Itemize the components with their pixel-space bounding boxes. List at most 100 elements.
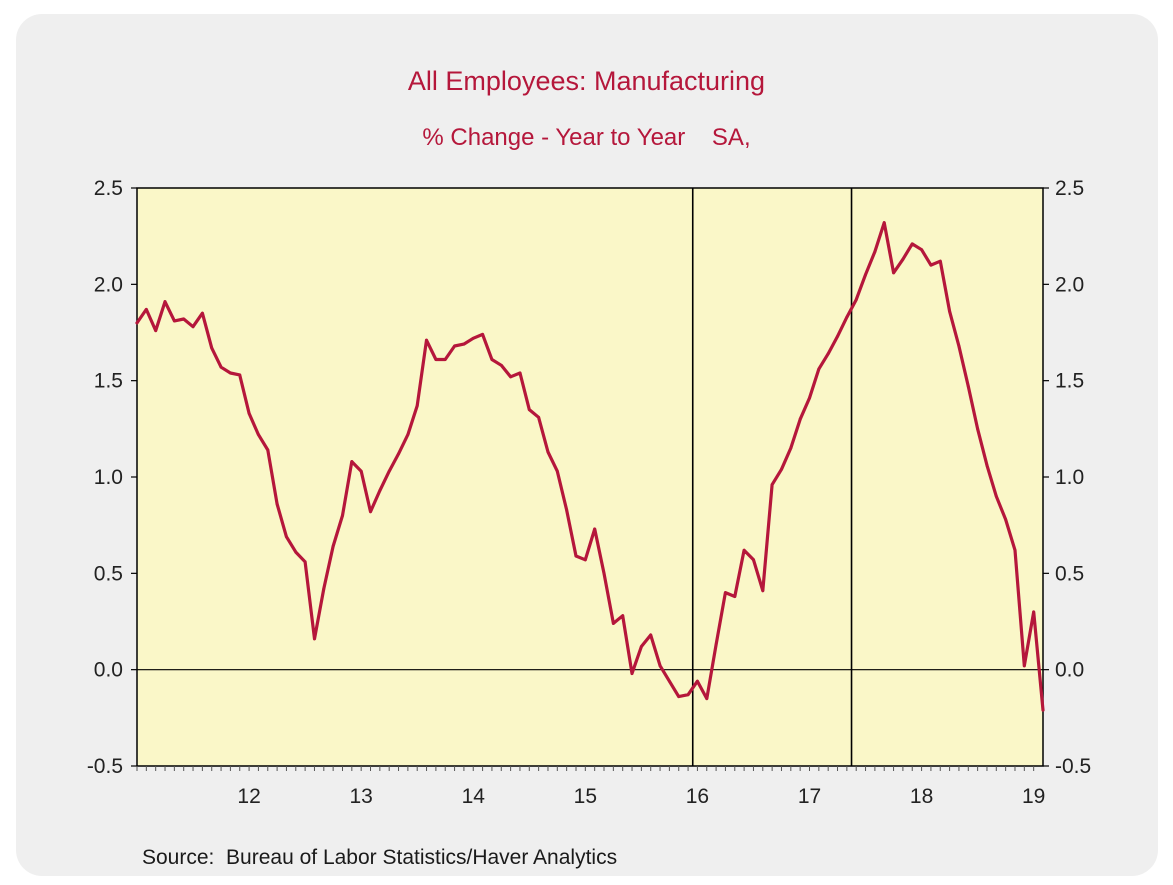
data-point (537, 415, 541, 419)
data-point (621, 614, 625, 618)
data-point (938, 259, 942, 263)
data-point (696, 679, 699, 683)
data-point (462, 342, 466, 346)
data-point (275, 502, 279, 506)
data-point (1022, 664, 1026, 668)
data-point (752, 558, 755, 562)
data-point (182, 317, 186, 321)
data-point (406, 433, 410, 437)
data-point (443, 358, 447, 361)
data-point (649, 633, 653, 637)
data-point (826, 352, 830, 356)
x-tick-label: 16 (686, 785, 709, 808)
data-point (285, 535, 288, 539)
data-point (135, 321, 139, 325)
data-point (313, 637, 316, 641)
data-point (1041, 708, 1045, 712)
data-point (817, 367, 821, 371)
y-tick-label-left: 1.5 (94, 370, 123, 393)
data-point (761, 589, 765, 593)
data-point (705, 697, 709, 700)
data-point (378, 489, 382, 492)
x-tick-label: 15 (574, 785, 597, 808)
data-point (191, 325, 195, 329)
data-point (882, 221, 886, 225)
y-tick-label-left: -0.5 (87, 755, 123, 778)
data-point (658, 664, 662, 668)
x-tick-label: 14 (462, 785, 486, 808)
data-point (555, 469, 559, 473)
data-point (602, 571, 606, 575)
data-point (546, 450, 550, 454)
data-point (331, 544, 335, 548)
data-point (864, 273, 867, 277)
data-point (789, 446, 793, 450)
source-note: Source: Bureau of Labor Statistics/Haver… (142, 846, 618, 869)
data-point (481, 333, 484, 336)
data-point (200, 311, 204, 315)
data-point (387, 469, 391, 473)
data-point (845, 315, 849, 319)
y-tick-label-right: 2.5 (1055, 177, 1084, 200)
data-point (210, 346, 214, 350)
data-point (770, 483, 774, 487)
data-point (247, 412, 251, 415)
data-point (854, 298, 858, 302)
data-point (724, 591, 727, 594)
data-point (163, 300, 167, 304)
data-point (593, 527, 597, 531)
data-point (686, 693, 690, 697)
data-point (920, 248, 923, 252)
data-point (154, 329, 158, 332)
axes: -0.5 -0.5 0.0 0.0 0.5 0.5 1.0 1.0 1.5 1.5 2.0 2.0 2.… (87, 177, 1091, 808)
x-tick-label: 12 (237, 785, 260, 808)
data-point (836, 334, 839, 338)
data-point (948, 309, 952, 313)
x-tick-label: 19 (1022, 785, 1045, 808)
data-point (976, 427, 980, 431)
data-point (966, 385, 970, 388)
data-point (798, 417, 802, 421)
data-point (677, 695, 681, 699)
data-point (425, 338, 428, 342)
data-point (490, 358, 494, 361)
data-point (228, 371, 232, 375)
data-point (742, 548, 746, 552)
data-point (219, 365, 223, 369)
chart-subtitle: % Change - Year to Year SA, (422, 124, 751, 151)
data-point (294, 550, 298, 554)
data-point (780, 467, 783, 471)
data-point (873, 250, 877, 253)
data-point (910, 242, 914, 246)
data-point (901, 257, 905, 261)
data-point (257, 433, 260, 437)
data-point (518, 371, 522, 375)
x-tick-label: 17 (798, 785, 821, 808)
y-tick-label-right: 1.5 (1055, 370, 1084, 393)
data-point (1032, 610, 1036, 614)
data-point (892, 271, 895, 275)
data-point (397, 452, 400, 456)
data-point (574, 554, 578, 558)
y-tick-label-right: 0.0 (1055, 659, 1084, 682)
data-point (667, 679, 671, 683)
data-point (527, 408, 531, 411)
data-point (369, 510, 372, 514)
data-point (322, 587, 326, 591)
data-point (733, 595, 737, 598)
y-tick-label-left: 1.0 (94, 466, 123, 489)
data-point (266, 448, 270, 452)
y-tick-label-right: 1.0 (1055, 466, 1084, 489)
data-point (415, 404, 419, 408)
data-point (509, 375, 513, 379)
data-point (808, 396, 811, 400)
x-tick-label: 18 (910, 785, 933, 808)
y-tick-label-left: 0.0 (94, 659, 123, 682)
data-point (611, 622, 615, 625)
data-point (341, 514, 344, 517)
data-point (565, 508, 569, 512)
data-point (1013, 548, 1017, 552)
y-tick-label-left: 2.5 (94, 177, 123, 200)
data-point (359, 469, 363, 473)
